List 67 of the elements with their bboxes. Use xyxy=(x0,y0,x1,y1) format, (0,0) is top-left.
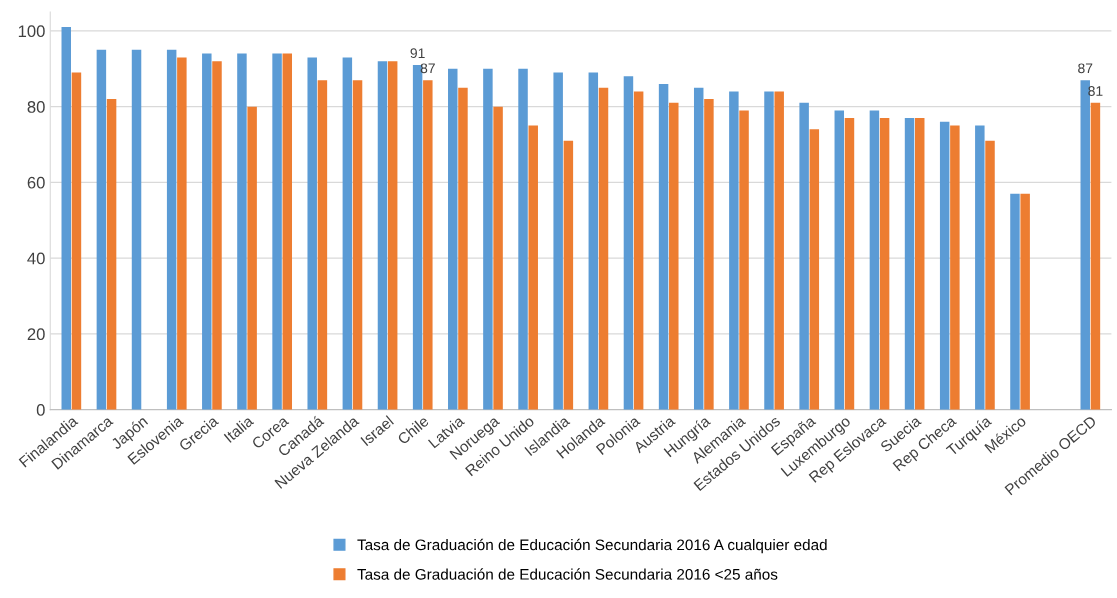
bar xyxy=(377,61,388,410)
bar xyxy=(131,49,142,410)
data-label: 91 xyxy=(410,48,425,59)
bar xyxy=(1090,102,1101,410)
bar xyxy=(904,118,915,410)
bar xyxy=(96,49,107,410)
bar xyxy=(774,91,784,410)
bar xyxy=(915,118,925,410)
bar xyxy=(212,61,222,410)
bar xyxy=(563,140,574,410)
bar xyxy=(739,110,749,410)
y-tick-label: 40 xyxy=(27,252,45,265)
bar xyxy=(458,87,468,410)
bar xyxy=(623,76,634,410)
bar xyxy=(633,91,644,410)
bar xyxy=(553,72,563,410)
bar xyxy=(939,121,950,410)
bar xyxy=(177,57,187,410)
bar xyxy=(518,68,528,410)
bar xyxy=(704,99,714,410)
bar xyxy=(844,118,855,410)
bar xyxy=(106,99,117,410)
bar xyxy=(950,125,960,410)
bar xyxy=(483,68,493,410)
bar xyxy=(317,80,328,410)
y-tick-label: 60 xyxy=(27,176,45,189)
bar xyxy=(202,53,212,410)
bar xyxy=(588,72,599,410)
bar xyxy=(693,87,704,410)
bar xyxy=(247,106,257,410)
y-tick-label: 20 xyxy=(27,328,45,341)
bar xyxy=(166,49,177,410)
y-tick-label: 80 xyxy=(27,101,45,113)
bar xyxy=(879,118,890,410)
bar xyxy=(282,53,293,410)
bar xyxy=(307,57,317,410)
bar xyxy=(658,83,669,410)
bar xyxy=(352,80,363,410)
bar xyxy=(342,57,353,410)
legend-label: Tasa de Graduación de Educación Secundaria 2016 A cualquier edad xyxy=(357,538,827,554)
bar xyxy=(764,91,774,410)
bar xyxy=(799,102,809,410)
bar xyxy=(985,140,995,410)
bar xyxy=(729,91,739,410)
bar xyxy=(869,110,880,410)
y-tick-label: 0 xyxy=(36,404,45,416)
bar xyxy=(809,129,820,410)
bar xyxy=(669,102,679,410)
bar xyxy=(272,53,282,410)
bar xyxy=(448,68,458,410)
y-tick-label: 100 xyxy=(18,25,45,38)
bar xyxy=(1020,193,1030,410)
bar xyxy=(387,61,398,410)
bar xyxy=(237,53,247,410)
bar xyxy=(1080,80,1090,410)
bar xyxy=(975,125,985,410)
bar xyxy=(528,125,538,410)
bar xyxy=(71,72,82,410)
bar xyxy=(598,87,609,410)
bar xyxy=(61,27,71,410)
legend-label: Tasa de Graduación de Educación Secundaria 2016 <25 años xyxy=(357,568,778,580)
data-label: 87 xyxy=(1078,63,1093,74)
bar xyxy=(423,80,433,410)
bar xyxy=(834,110,845,410)
bar xyxy=(493,106,503,410)
x-tick-label: Italia xyxy=(223,414,255,443)
bar xyxy=(1010,193,1020,410)
